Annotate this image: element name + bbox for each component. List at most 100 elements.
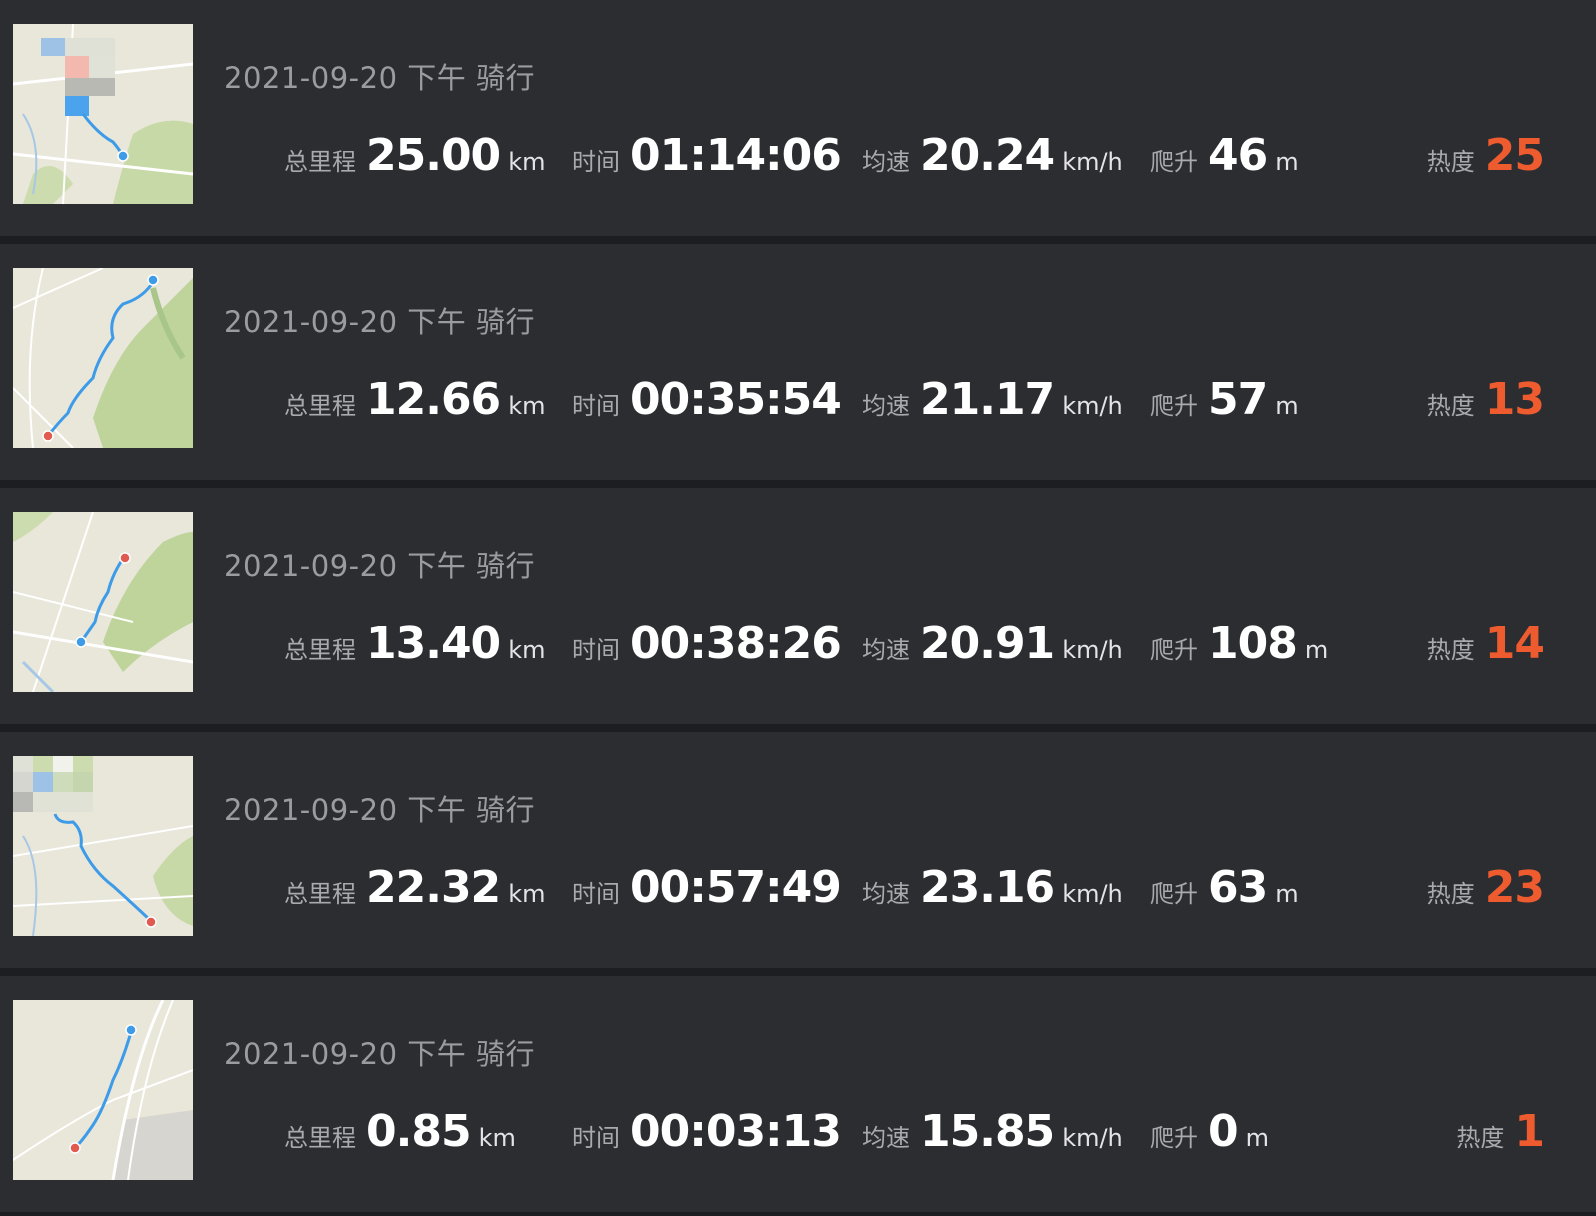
distance-value: 0.85 (366, 1106, 472, 1157)
distance-value: 13.40 (366, 618, 501, 669)
climb-label: 爬升 (1150, 392, 1198, 420)
time-label: 时间 (572, 880, 620, 908)
speed-value: 20.24 (920, 130, 1055, 181)
speed-stat: 均速 21.17 km/h (862, 374, 1123, 434)
map-icon (13, 24, 193, 204)
distance-label: 总里程 (284, 880, 356, 908)
heat-label: 热度 (1426, 392, 1475, 420)
distance-stat: 总里程 12.66 km (284, 374, 545, 434)
climb-label: 爬升 (1150, 148, 1198, 176)
heat-stat: 热度 1 (1456, 1106, 1545, 1166)
ride-list-item[interactable]: 2021-09-20 下午 骑行 总里程 13.40 km 时间 00:38:26 均… (0, 488, 1596, 724)
speed-stat: 均速 20.24 km/h (862, 130, 1123, 190)
time-label: 时间 (572, 392, 620, 420)
heat-value: 25 (1484, 130, 1545, 181)
distance-unit: km (508, 636, 546, 664)
ride-title: 2021-09-20 下午 骑行 (224, 793, 535, 827)
distance-value: 22.32 (366, 862, 501, 913)
heat-stat: 热度 14 (1427, 618, 1545, 678)
time-value: 00:35:54 (630, 374, 842, 425)
speed-unit: km/h (1062, 392, 1123, 420)
speed-unit: km/h (1062, 148, 1123, 176)
ride-list-item[interactable]: 2021-09-20 下午 骑行 总里程 22.32 km 时间 00:57:49 均… (0, 732, 1596, 968)
route-map-thumbnail[interactable] (13, 24, 193, 204)
time-label: 时间 (572, 148, 620, 176)
speed-label: 均速 (862, 148, 910, 176)
climb-label: 爬升 (1150, 1124, 1198, 1152)
time-stat: 时间 00:57:49 (572, 862, 842, 922)
speed-stat: 均速 23.16 km/h (862, 862, 1123, 922)
distance-value: 25.00 (366, 130, 501, 181)
ride-title: 2021-09-20 下午 骑行 (224, 1037, 535, 1071)
distance-unit: km (478, 1124, 516, 1152)
speed-unit: km/h (1062, 1124, 1123, 1152)
ride-list-item[interactable]: 2021-09-20 下午 骑行 总里程 25.00 km 时间 01:14:06 均… (0, 0, 1596, 236)
climb-value: 46 (1208, 130, 1268, 181)
heat-value: 23 (1484, 862, 1545, 913)
climb-stat: 爬升 46 m (1150, 130, 1299, 190)
distance-label: 总里程 (284, 392, 356, 420)
map-icon (13, 756, 193, 936)
ride-list-item[interactable]: 2021-09-20 下午 骑行 总里程 12.66 km 时间 00:35:54 均… (0, 244, 1596, 480)
heat-label: 热度 (1426, 148, 1475, 176)
ride-title: 2021-09-20 下午 骑行 (224, 61, 535, 95)
speed-stat: 均速 20.91 km/h (862, 618, 1123, 678)
ride-title: 2021-09-20 下午 骑行 (224, 549, 535, 583)
climb-stat: 爬升 0 m (1150, 1106, 1269, 1166)
climb-unit: m (1275, 392, 1299, 420)
speed-value: 23.16 (920, 862, 1055, 913)
climb-label: 爬升 (1150, 636, 1198, 664)
time-label: 时间 (572, 636, 620, 664)
speed-unit: km/h (1062, 880, 1123, 908)
distance-label: 总里程 (284, 1124, 356, 1152)
climb-stat: 爬升 63 m (1150, 862, 1299, 922)
time-value: 01:14:06 (630, 130, 842, 181)
route-map-thumbnail[interactable] (13, 756, 193, 936)
map-icon (13, 1000, 193, 1180)
heat-value: 14 (1484, 618, 1545, 669)
distance-label: 总里程 (284, 636, 356, 664)
climb-value: 57 (1208, 374, 1268, 425)
speed-label: 均速 (862, 392, 910, 420)
time-stat: 时间 00:03:13 (572, 1106, 842, 1166)
climb-stat: 爬升 108 m (1150, 618, 1328, 678)
speed-value: 15.85 (920, 1106, 1055, 1157)
distance-value: 12.66 (366, 374, 501, 425)
climb-stat: 爬升 57 m (1150, 374, 1299, 434)
route-map-thumbnail[interactable] (13, 268, 193, 448)
climb-unit: m (1304, 636, 1329, 664)
route-map-thumbnail[interactable] (13, 1000, 193, 1180)
distance-stat: 总里程 0.85 km (284, 1106, 516, 1166)
climb-unit: m (1275, 880, 1299, 908)
heat-stat: 热度 23 (1427, 862, 1545, 922)
distance-unit: km (508, 880, 546, 908)
heat-label: 热度 (1456, 1124, 1505, 1152)
speed-stat: 均速 15.85 km/h (862, 1106, 1123, 1166)
time-stat: 时间 00:35:54 (572, 374, 842, 434)
time-value: 00:03:13 (630, 1106, 842, 1157)
speed-value: 21.17 (920, 374, 1055, 425)
climb-unit: m (1275, 148, 1299, 176)
heat-stat: 热度 25 (1426, 130, 1545, 190)
time-value: 00:38:26 (630, 618, 842, 669)
speed-unit: km/h (1062, 636, 1123, 664)
speed-value: 20.91 (920, 618, 1055, 669)
time-stat: 时间 00:38:26 (572, 618, 842, 678)
ride-title: 2021-09-20 下午 骑行 (224, 305, 535, 339)
climb-value: 108 (1208, 618, 1298, 669)
speed-label: 均速 (862, 880, 910, 908)
time-stat: 时间 01:14:06 (572, 130, 842, 190)
heat-value: 13 (1484, 374, 1545, 425)
route-map-thumbnail[interactable] (13, 512, 193, 692)
time-value: 00:57:49 (630, 862, 842, 913)
climb-value: 0 (1208, 1106, 1239, 1157)
distance-stat: 总里程 22.32 km (284, 862, 545, 922)
climb-value: 63 (1208, 862, 1268, 913)
distance-stat: 总里程 25.00 km (284, 130, 545, 190)
distance-stat: 总里程 13.40 km (284, 618, 545, 678)
map-icon (13, 512, 193, 692)
ride-list-item[interactable]: 2021-09-20 下午 骑行 总里程 0.85 km 时间 00:03:13 均速… (0, 976, 1596, 1212)
distance-unit: km (508, 392, 546, 420)
heat-stat: 热度 13 (1426, 374, 1545, 434)
